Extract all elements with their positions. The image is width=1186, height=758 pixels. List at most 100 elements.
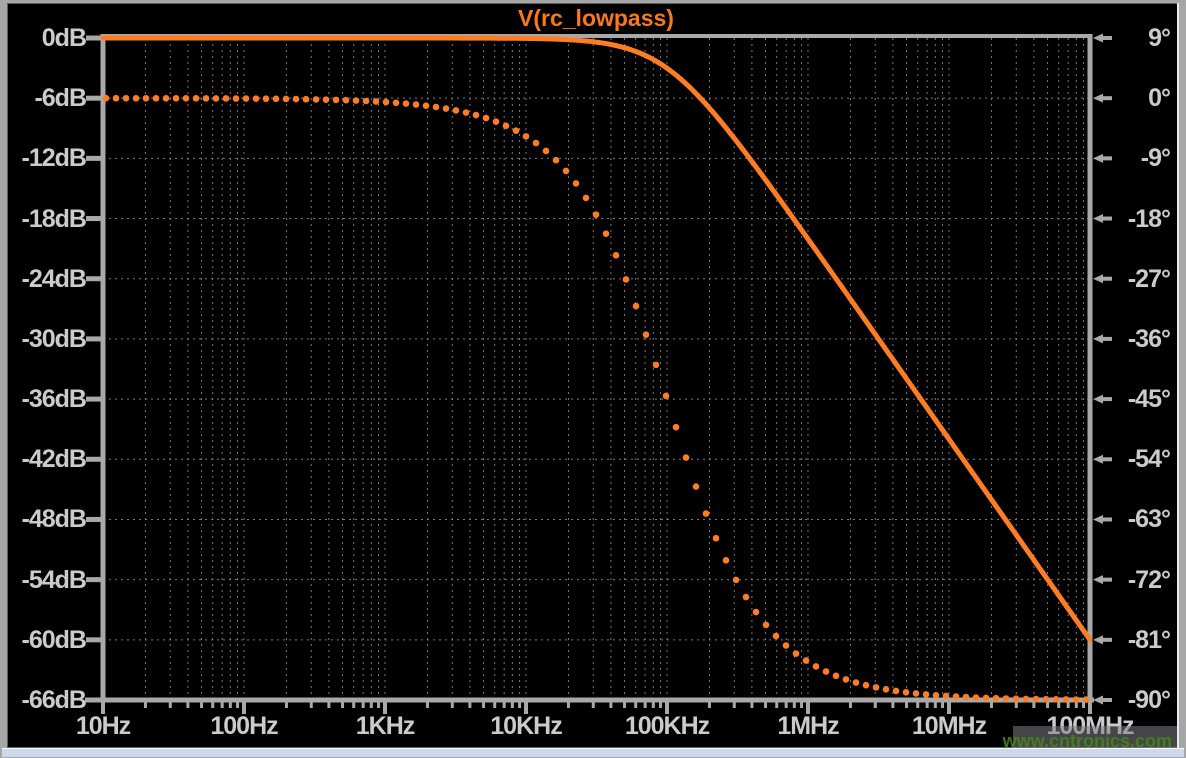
phase-dot <box>982 694 990 702</box>
phase-dot <box>802 657 810 664</box>
phase-dot <box>212 95 220 102</box>
x-minor-tick <box>891 700 895 708</box>
phase-dot <box>162 94 170 102</box>
phase-dot <box>762 621 770 629</box>
right-tick-arrow <box>1093 33 1103 43</box>
x-minor-tick <box>591 700 595 708</box>
right-tick <box>1101 517 1112 522</box>
x-minor-tick <box>236 700 240 708</box>
phase-dot <box>892 687 900 695</box>
left-tick <box>86 516 103 522</box>
phase-dot <box>852 679 860 686</box>
phase-dot <box>1082 696 1090 703</box>
x-minor-tick <box>941 700 945 708</box>
x-major-tick <box>806 700 810 714</box>
phase-dot <box>732 576 740 584</box>
phase-dot <box>832 672 840 680</box>
window-border-highlight <box>1177 3 1179 748</box>
phase-dot <box>492 118 500 125</box>
left-tick <box>86 95 103 101</box>
phase-dot <box>672 423 680 431</box>
phase-dot <box>932 691 940 699</box>
x-minor-tick <box>186 700 190 708</box>
x-minor-tick <box>341 700 345 708</box>
phase-dot <box>552 156 560 164</box>
x-minor-tick <box>1074 700 1078 708</box>
phase-dot <box>612 252 620 259</box>
x-minor-tick <box>643 700 647 708</box>
right-tick-arrow <box>1093 514 1103 524</box>
phase-dot <box>432 103 440 111</box>
phase-dot <box>302 95 310 103</box>
phase-dot <box>682 454 690 461</box>
phase-dot <box>992 694 1000 702</box>
trace-title[interactable]: V(rc_lowpass) <box>518 5 674 31</box>
phase-dot <box>772 632 780 640</box>
phase-dot <box>692 483 700 490</box>
phase-dot <box>202 95 210 102</box>
left-tick <box>86 577 103 583</box>
watermark-text: www.cntronics.com <box>1002 731 1172 751</box>
x-major-tick <box>665 700 669 714</box>
phase-dot <box>872 684 880 691</box>
magnitude-line <box>100 35 1093 643</box>
phase-dot <box>582 194 590 202</box>
x-minor-tick <box>327 700 331 708</box>
phase-dot <box>222 95 230 102</box>
phase-dot <box>312 96 320 103</box>
right-tick <box>1101 336 1112 341</box>
right-tick <box>1101 156 1112 161</box>
x-minor-tick <box>510 700 514 708</box>
right-tick <box>1101 36 1112 40</box>
phase-dot <box>542 147 550 155</box>
phase-dot <box>142 94 150 102</box>
phase-dot <box>1042 695 1050 703</box>
status-strip <box>2 748 1184 757</box>
x-minor-tick <box>873 700 877 708</box>
phase-dot <box>842 676 850 683</box>
right-tick-arrow <box>1093 394 1103 404</box>
x-minor-tick <box>352 700 356 708</box>
phase-dot <box>652 361 660 369</box>
phase-dot <box>572 180 580 187</box>
phase-dot <box>792 650 800 657</box>
phase-dot <box>912 690 920 697</box>
phase-dot <box>412 101 420 108</box>
left-tick <box>86 336 103 342</box>
phase-trace <box>102 94 1090 703</box>
phase-dot <box>182 95 190 102</box>
x-minor-tick <box>732 700 736 708</box>
x-minor-tick <box>284 700 288 708</box>
phase-dot <box>562 167 570 175</box>
phase-dot <box>722 557 730 564</box>
phase-dot <box>622 276 630 283</box>
phase-dot <box>342 96 350 104</box>
phase-dot <box>632 302 640 310</box>
phase-dot <box>942 692 950 700</box>
x-minor-tick <box>905 700 909 708</box>
phase-dot <box>862 681 870 689</box>
phase-dot <box>962 693 970 701</box>
x-minor-tick <box>1066 700 1070 708</box>
phase-dot <box>472 111 480 119</box>
phase-dot <box>502 122 510 130</box>
right-tick-arrow <box>1093 153 1103 163</box>
phase-dot <box>262 95 270 103</box>
left-tick <box>86 637 103 643</box>
phase-dot <box>292 95 300 103</box>
x-minor-tick <box>377 700 381 708</box>
x-minor-tick <box>750 700 754 708</box>
x-minor-tick <box>1032 700 1036 708</box>
x-minor-tick <box>800 700 804 708</box>
right-tick-arrow <box>1093 274 1103 284</box>
x-minor-tick <box>1046 700 1050 708</box>
right-tick <box>1101 577 1112 582</box>
x-minor-tick <box>916 700 920 708</box>
phase-dot <box>322 96 330 103</box>
phase-dot <box>172 95 180 102</box>
right-tick <box>1101 637 1112 642</box>
phase-dot <box>362 97 370 105</box>
x-minor-tick <box>566 700 570 708</box>
phase-dot <box>252 95 260 102</box>
